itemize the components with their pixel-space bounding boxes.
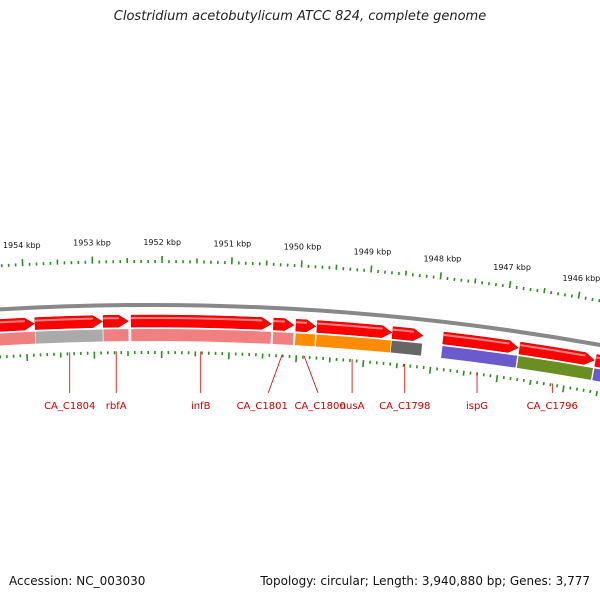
gene-arrow[interactable] [391, 326, 424, 341]
ruler-tick [562, 385, 565, 393]
gene-arrow-highlight [392, 328, 414, 333]
function-band [0, 331, 36, 346]
gene-label[interactable]: nusA [340, 401, 365, 412]
function-band [592, 368, 600, 382]
ruler-tick [495, 375, 499, 383]
gene-label[interactable]: rbfA [106, 401, 127, 412]
ruler-tick [474, 278, 477, 284]
ruler-tick [439, 272, 442, 280]
function-band [516, 355, 594, 380]
genome-backbone [0, 303, 600, 347]
gene-label[interactable]: infB [191, 401, 211, 412]
ruler-label: 1953 kbp [73, 239, 111, 248]
ruler-tick [543, 288, 546, 294]
ruler-tick [529, 379, 532, 386]
gene-label[interactable]: CA_C1801 [237, 401, 288, 412]
ruler-tick [428, 366, 432, 374]
ruler-label: 1948 kbp [424, 254, 462, 263]
gene-arrow[interactable] [273, 317, 295, 331]
ruler-label: 1949 kbp [354, 248, 392, 257]
ruler-tick [582, 388, 585, 392]
gene-arrow-highlight [520, 344, 586, 357]
ruler-tick [591, 297, 594, 302]
gene-arrow-highlight [296, 321, 308, 324]
gene-label[interactable]: CA_C1796 [527, 401, 578, 412]
ruler-label: 1954 kbp [3, 241, 41, 250]
ruler-label: 1950 kbp [284, 243, 322, 252]
gene-leader-line [303, 355, 319, 394]
gene-arrow-highlight [131, 317, 263, 322]
ruler-tick [595, 391, 598, 397]
gene-arrow-highlight [443, 334, 510, 345]
genome-summary: Topology: circular; Length: 3,940,880 bp… [260, 574, 590, 588]
gene-arrow-highlight [317, 322, 383, 330]
gene-arrow-highlight [273, 320, 286, 323]
ruler-label: 1947 kbp [493, 263, 531, 272]
ruler-tick [575, 387, 579, 391]
function-band [131, 329, 272, 344]
ruler-tick [462, 370, 465, 376]
ruler-tick [362, 360, 365, 368]
gene-arrow-highlight [0, 320, 25, 324]
gene-label[interactable]: CA_C1804 [44, 401, 95, 412]
map-title: Clostridium acetobutylicum ATCC 824, com… [113, 9, 487, 24]
gene-arrow-highlight [34, 317, 93, 322]
ruler-ticks-outer [0, 256, 600, 303]
function-band [272, 331, 294, 346]
function-band [390, 340, 423, 356]
gene-leader-line [267, 354, 283, 394]
gene-label[interactable]: CA_C1800 [294, 401, 345, 412]
ruler-ticks-inner [0, 351, 598, 397]
ruler-tick [569, 386, 572, 390]
ruler-tick [584, 296, 587, 300]
gene-label[interactable]: CA_C1798 [379, 401, 430, 412]
ruler-labels: 1954 kbp 1953 kbp 1952 kbp 1951 kbp 1950 kbp… [3, 238, 600, 283]
function-band [35, 329, 103, 344]
ruler-label: 1952 kbp [143, 238, 181, 247]
ruler-tick [370, 265, 373, 273]
gene-arrow-highlight [596, 356, 600, 360]
ruler-label: 1946 kbp [563, 274, 600, 283]
ruler-tick [577, 291, 581, 299]
ruler-label: 1951 kbp [214, 239, 252, 248]
gene-track [0, 314, 600, 369]
gene-arrow[interactable] [594, 354, 600, 369]
function-band [103, 329, 129, 342]
gene-arrow[interactable] [295, 318, 317, 333]
function-band [441, 345, 518, 368]
function-band [294, 333, 316, 347]
gene-arrow[interactable] [102, 314, 129, 328]
ruler-tick [589, 389, 592, 394]
gene-arrow[interactable] [0, 317, 35, 332]
ruler-tick [508, 280, 512, 289]
function-track [0, 329, 600, 382]
accession-label: Accession: NC_003030 [9, 574, 146, 588]
function-band [315, 334, 392, 353]
gene-label[interactable]: ispG [466, 401, 488, 412]
